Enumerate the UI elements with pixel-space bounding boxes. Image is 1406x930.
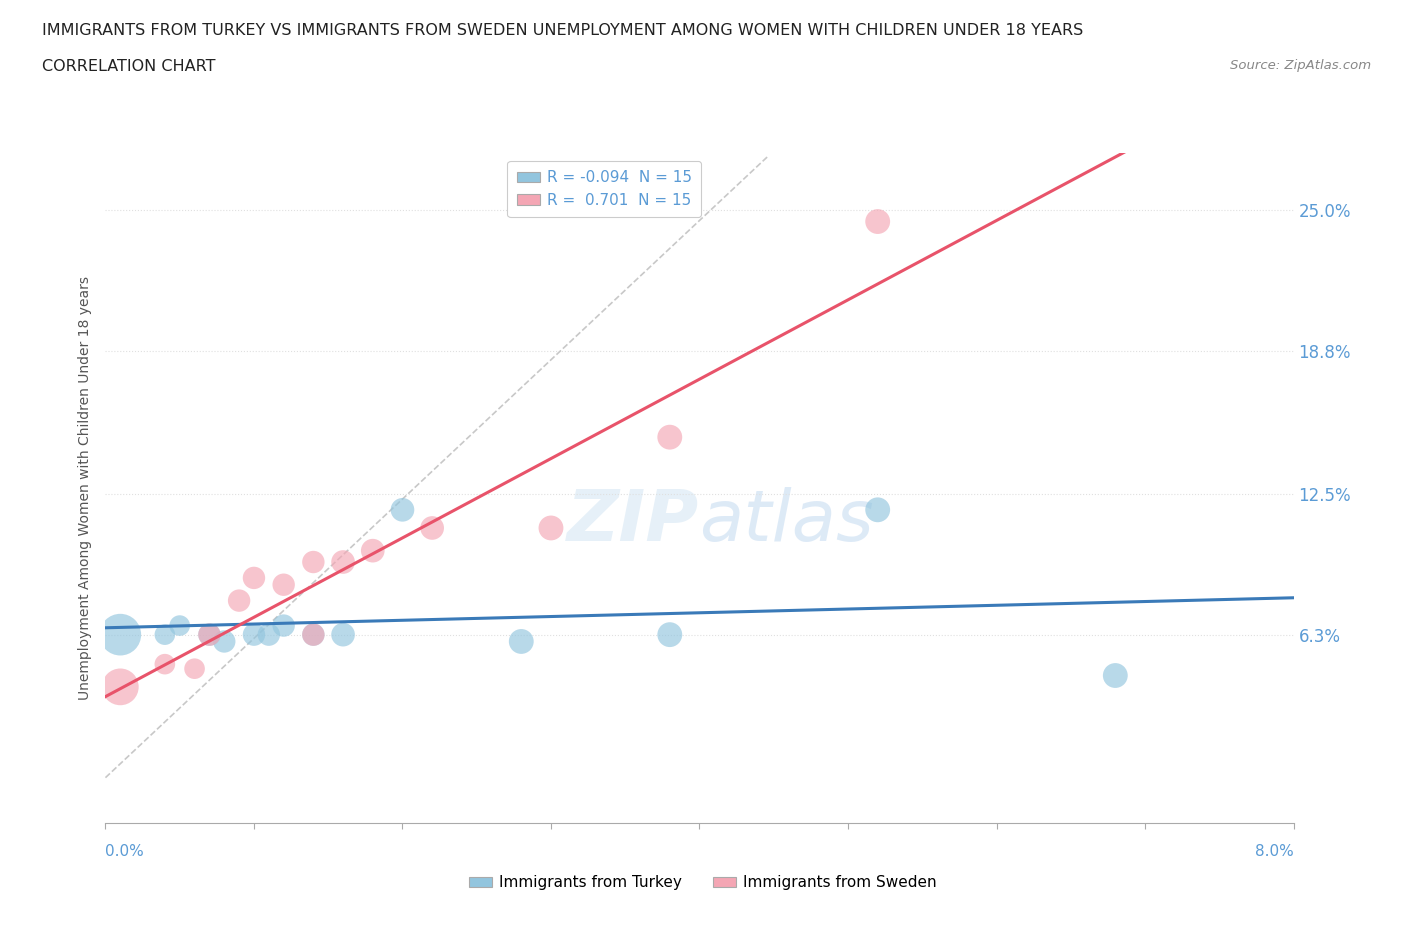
Legend: Immigrants from Turkey, Immigrants from Sweden: Immigrants from Turkey, Immigrants from … — [463, 870, 943, 897]
Text: IMMIGRANTS FROM TURKEY VS IMMIGRANTS FROM SWEDEN UNEMPLOYMENT AMONG WOMEN WITH C: IMMIGRANTS FROM TURKEY VS IMMIGRANTS FRO… — [42, 23, 1084, 38]
Point — [302, 627, 325, 642]
Point — [198, 627, 221, 642]
Legend: R = -0.094  N = 15, R =  0.701  N = 15: R = -0.094 N = 15, R = 0.701 N = 15 — [508, 161, 702, 217]
Text: 0.0%: 0.0% — [105, 844, 145, 858]
Text: 8.0%: 8.0% — [1254, 844, 1294, 858]
Point — [183, 661, 205, 676]
Point — [153, 657, 176, 671]
Point — [658, 627, 681, 642]
Point — [273, 618, 295, 633]
Point — [273, 578, 295, 592]
Point — [110, 680, 132, 695]
Point — [302, 554, 325, 569]
Point — [1104, 668, 1126, 683]
Point — [332, 627, 354, 642]
Point — [110, 627, 132, 642]
Point — [866, 214, 889, 229]
Point — [198, 627, 221, 642]
Point — [361, 543, 384, 558]
Point — [302, 627, 325, 642]
Point — [257, 627, 280, 642]
Point — [658, 430, 681, 445]
Point — [391, 502, 413, 517]
Point — [214, 634, 236, 649]
Point — [243, 627, 266, 642]
Point — [153, 627, 176, 642]
Point — [332, 554, 354, 569]
Point — [420, 521, 443, 536]
Point — [169, 618, 191, 633]
Point — [243, 570, 266, 585]
Point — [540, 521, 562, 536]
Text: atlas: atlas — [700, 487, 875, 556]
Y-axis label: Unemployment Among Women with Children Under 18 years: Unemployment Among Women with Children U… — [79, 276, 93, 700]
Text: ZIP: ZIP — [567, 487, 700, 556]
Point — [866, 502, 889, 517]
Text: Source: ZipAtlas.com: Source: ZipAtlas.com — [1230, 59, 1371, 72]
Point — [228, 593, 250, 608]
Text: CORRELATION CHART: CORRELATION CHART — [42, 59, 215, 73]
Point — [510, 634, 533, 649]
